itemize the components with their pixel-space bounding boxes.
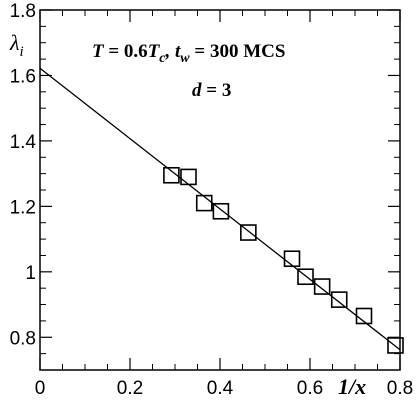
fit-line: [39, 67, 401, 351]
data-point: [297, 268, 314, 286]
data-point: [355, 307, 373, 325]
data-point: [212, 202, 230, 220]
data-point: [240, 224, 257, 241]
y-tick-label: 1.2: [10, 197, 36, 218]
x-tick-label: 0.6: [297, 378, 323, 399]
data-point: [283, 250, 301, 268]
plot-frame: [39, 9, 401, 371]
annotation-temperature: T = 0.6Tc, tw = 300 MCS: [92, 41, 285, 66]
tick-labels: 0 0.2 0.4 0.6 0.8 0.8 1 1.2 1.4 1.6 1.8: [10, 1, 414, 399]
data-point: [180, 168, 197, 186]
data-point: [330, 291, 348, 308]
y-tick-label: 1.4: [10, 132, 37, 153]
x-tick-label: 0.2: [117, 378, 143, 399]
data-points: [163, 166, 404, 354]
x-axis-label: 1/x: [338, 374, 366, 399]
ticks: [39, 9, 401, 370]
x-tick-label: 0.4: [207, 378, 234, 399]
x-tick-label: 0.8: [387, 378, 413, 399]
y-tick-label: 0.8: [10, 328, 36, 349]
data-point: [313, 278, 331, 295]
annotation-dimension: d = 3: [192, 80, 231, 101]
x-tick-label: 0: [35, 378, 46, 399]
y-tick-label: 1: [25, 263, 36, 284]
y-tick-label: 1.8: [10, 1, 36, 22]
y-axis-label: λi: [9, 30, 24, 60]
data-point: [387, 337, 404, 354]
data-point: [163, 166, 180, 184]
data-point: [195, 194, 213, 212]
y-tick-label: 1.6: [10, 66, 36, 87]
